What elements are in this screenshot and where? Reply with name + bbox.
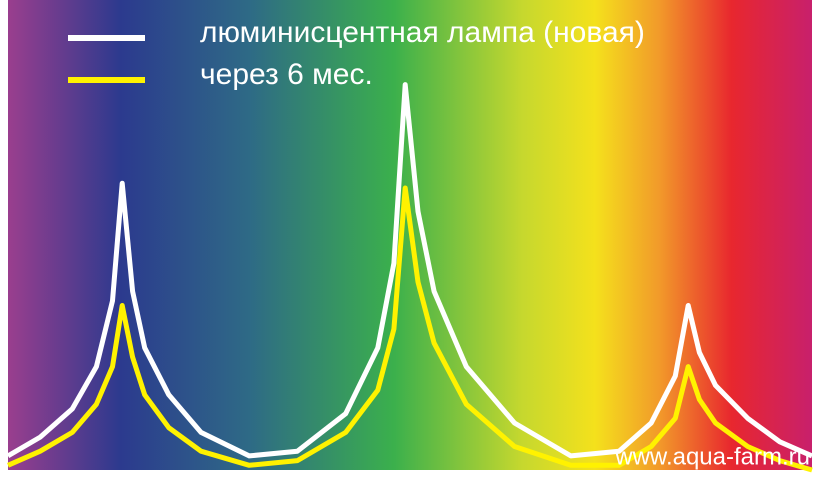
legend: люминисцентная лампа (новая) через 6 мес.	[68, 16, 645, 91]
plot	[6, 82, 814, 473]
legend-text: через 6 мес.	[200, 58, 373, 91]
line	[6, 82, 814, 459]
watermark: www.aqua-farm.ru	[614, 443, 810, 470]
legend-text: люминисцентная лампа (новая)	[200, 16, 645, 49]
line	[6, 185, 813, 473]
